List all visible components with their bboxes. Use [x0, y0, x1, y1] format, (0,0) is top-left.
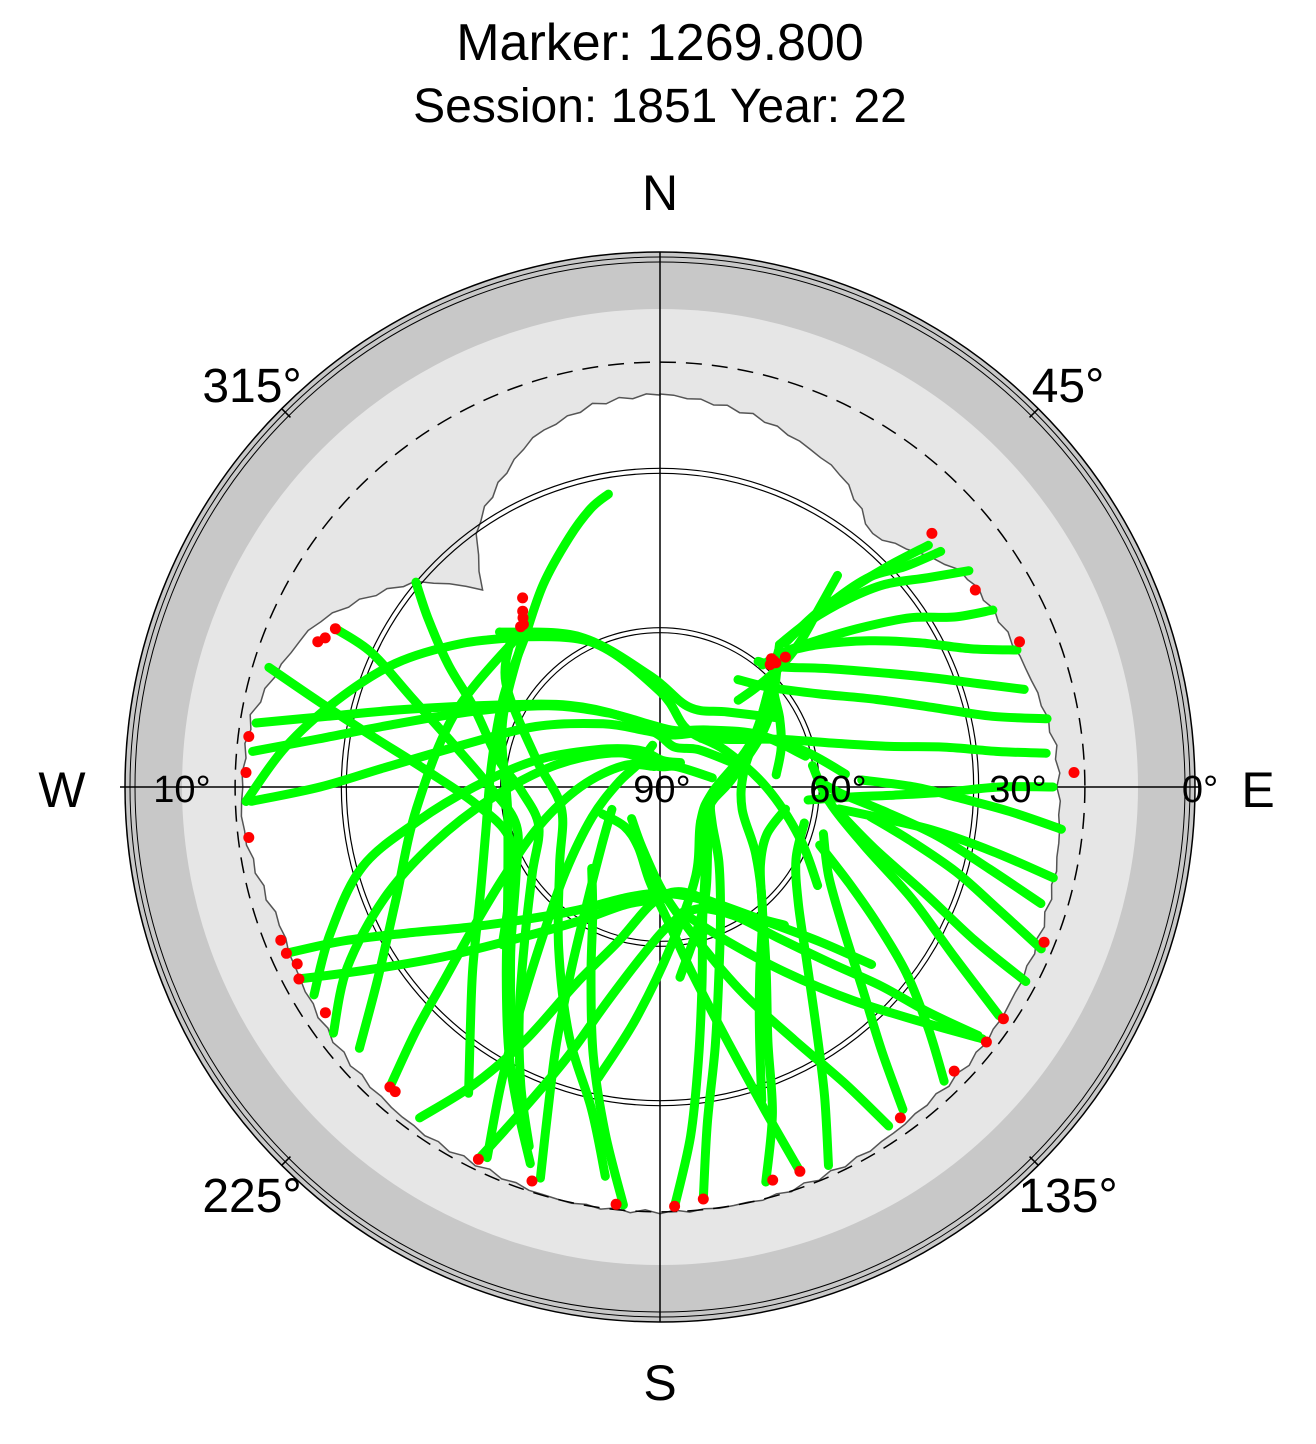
start-marker-14 — [291, 958, 303, 970]
start-marker-3 — [517, 605, 529, 617]
start-marker-10 — [240, 767, 252, 778]
track-38 — [834, 804, 1058, 883]
start-marker-32 — [1014, 636, 1025, 648]
start-marker-26 — [894, 1112, 906, 1124]
track-40 — [803, 782, 1058, 805]
track-16 — [294, 894, 669, 984]
track-1 — [241, 632, 530, 806]
track-18 — [328, 748, 717, 1038]
start-marker-27 — [948, 1065, 960, 1077]
track-4 — [520, 489, 613, 642]
start-marker-25 — [794, 1165, 806, 1177]
track-49 — [733, 570, 842, 705]
compass-east: E — [1241, 762, 1274, 818]
start-marker-11 — [243, 832, 255, 843]
start-marker-29 — [997, 1013, 1009, 1025]
axis-labels: N S E W 315° 45° 225° 135° 10° 90° 60° 3… — [38, 165, 1274, 1411]
azimuth-tick-135 — [1029, 1156, 1039, 1166]
chart-title: Marker: 1269.800 — [456, 14, 864, 72]
track-45 — [757, 605, 998, 670]
elevation-label-60: 60° — [809, 769, 866, 811]
track-22 — [482, 740, 658, 1163]
track-30 — [627, 814, 894, 1131]
start-marker-38 — [770, 657, 782, 669]
track-52 — [593, 646, 783, 1083]
start-marker-19 — [472, 1153, 484, 1165]
satellite-tracks — [241, 489, 1066, 1211]
track-41 — [696, 733, 1051, 758]
start-marker-30 — [1038, 936, 1050, 948]
start-marker-33 — [969, 584, 981, 596]
start-marker-6 — [329, 623, 341, 635]
track-31 — [818, 829, 908, 1114]
start-marker-24 — [767, 1174, 779, 1186]
start-marker-5 — [517, 592, 529, 604]
azimuth-tick-225 — [281, 1156, 291, 1166]
compass-north: N — [642, 165, 678, 221]
track-21 — [473, 904, 983, 1164]
track-36 — [865, 812, 1046, 954]
azimuth-tick-45 — [1029, 408, 1039, 418]
track-11 — [264, 662, 518, 950]
start-marker-22 — [669, 1200, 681, 1212]
elevation-label-30: 30° — [989, 769, 1046, 811]
elevation-label-10: 10° — [153, 769, 210, 811]
track-48 — [780, 540, 933, 648]
azimuth-tick-315 — [281, 408, 291, 418]
track-10 — [330, 624, 523, 1050]
start-marker-20 — [526, 1175, 538, 1187]
track-23 — [535, 804, 617, 1183]
start-marker-4 — [515, 621, 527, 633]
start-marker-9 — [243, 731, 255, 742]
elevation-label-0: 0° — [1182, 769, 1218, 811]
start-marker-31 — [1068, 767, 1080, 778]
start-marker-18 — [389, 1086, 401, 1098]
start-marker-8 — [312, 636, 324, 648]
azimuth-label-135: 135° — [1018, 1170, 1117, 1223]
grid — [120, 252, 1200, 1322]
track-35 — [834, 807, 1031, 986]
azimuth-label-45: 45° — [1032, 360, 1105, 413]
start-marker-21 — [610, 1198, 622, 1210]
compass-south: S — [643, 1355, 676, 1411]
start-marker-28 — [980, 1036, 992, 1048]
track-8 — [495, 627, 785, 723]
track-32 — [815, 840, 949, 1086]
track-39 — [857, 775, 1066, 834]
start-marker-39 — [779, 651, 791, 663]
start-marker-23 — [697, 1193, 709, 1205]
elevation-label-90: 90° — [633, 769, 690, 811]
track-29 — [791, 818, 833, 1170]
track-start-markers — [240, 527, 1080, 1212]
azimuth-label-315: 315° — [202, 360, 301, 413]
start-marker-12 — [275, 934, 287, 946]
start-marker-34 — [926, 527, 938, 539]
chart-subtitle: Session: 1851 Year: 22 — [413, 80, 907, 133]
start-marker-15 — [293, 973, 305, 985]
azimuth-label-225: 225° — [202, 1170, 301, 1223]
track-53 — [675, 640, 784, 982]
start-marker-13 — [280, 947, 292, 959]
track-19 — [385, 759, 659, 1092]
track-24 — [586, 863, 628, 1210]
track-33 — [677, 908, 987, 1044]
compass-west: W — [38, 762, 86, 818]
start-marker-16 — [319, 1007, 331, 1019]
